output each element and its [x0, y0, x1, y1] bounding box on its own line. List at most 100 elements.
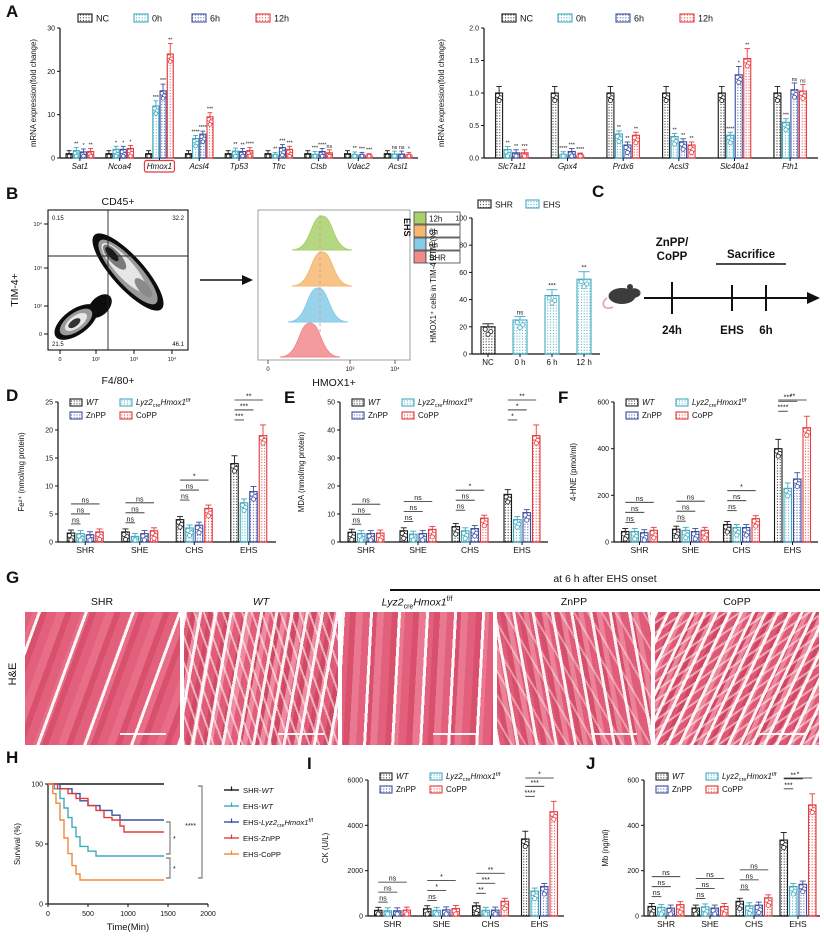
category-label: 12 h	[576, 358, 592, 367]
data-point	[265, 153, 271, 159]
legend-swatch	[413, 224, 427, 238]
sig-label: ns	[353, 518, 361, 525]
hmox1-histogram: 0 10³ 10⁴ EHS 12h 6h 0h SHR HMOX1+	[257, 209, 461, 389]
data-point	[327, 153, 332, 159]
category-label: SHR	[657, 919, 675, 929]
y-tick-label: 1.5	[469, 58, 479, 65]
time-ehs-label: EHS	[720, 325, 744, 337]
legend-label: CoPP	[722, 785, 743, 794]
sig-label: *	[469, 484, 472, 491]
category-label: CHS	[745, 919, 763, 929]
legend-label: Lyz2creHmox1f/f	[418, 398, 473, 409]
legend-swatch	[401, 398, 415, 407]
sig-label: *	[538, 772, 541, 779]
bar	[798, 90, 807, 159]
sig-label: ****	[576, 147, 584, 153]
sig-label: ns	[327, 144, 333, 150]
g-column-label-wt: WT	[252, 596, 270, 608]
legend-label: 0h	[429, 241, 438, 250]
legend-label: Lyz2creHmox1f/f	[136, 398, 191, 409]
category-label: Ctsb	[310, 162, 327, 171]
legend-label: WT	[396, 772, 410, 781]
sig-label: ns	[136, 496, 144, 503]
data-point	[517, 324, 523, 330]
svg-text:10²: 10²	[92, 357, 100, 363]
legend-swatch	[413, 237, 427, 251]
x-tick-label: 1500	[160, 911, 176, 918]
data-point	[106, 153, 112, 159]
he-image-shr	[25, 612, 180, 745]
svg-text:0: 0	[58, 357, 61, 363]
data-point	[743, 532, 749, 538]
sig-label: *	[122, 140, 124, 146]
y-tick-label: 60	[459, 270, 467, 277]
legend-label: 12h	[429, 215, 442, 224]
x-tick-label: 0	[46, 911, 50, 918]
y-tick-label: 0	[39, 902, 43, 909]
panel-label-a: A	[6, 2, 19, 21]
sig-label: **	[673, 128, 677, 134]
flow-contours	[54, 233, 164, 340]
legend-label: WT	[642, 398, 656, 407]
data-point	[434, 911, 440, 917]
data-point	[724, 529, 730, 535]
bar	[230, 463, 239, 543]
data-point	[349, 537, 355, 543]
y-tick-label: 50	[35, 842, 43, 849]
bar	[531, 435, 541, 543]
y-tick-label: 25	[45, 400, 53, 407]
category-label: Vdac2	[347, 162, 370, 171]
y-tick-label: 0.0	[469, 156, 479, 163]
svg-text:0: 0	[266, 367, 270, 373]
sig-label: **	[745, 43, 749, 49]
data-point	[429, 534, 435, 540]
y-tick-label: 15	[45, 456, 53, 463]
sig-label: *	[511, 413, 514, 420]
category-label: Acsl3	[668, 162, 689, 171]
data-point	[483, 911, 489, 917]
data-point	[368, 537, 374, 543]
data-point	[809, 809, 815, 815]
sig-label: ****	[191, 130, 199, 136]
sig-label: ns	[682, 505, 690, 512]
sig-label: *	[82, 143, 84, 149]
data-point	[160, 96, 166, 101]
sig-label: *	[115, 140, 117, 146]
data-point	[514, 524, 520, 530]
flow-quad-top-right: 32.2	[172, 216, 184, 222]
sig-label: **	[168, 38, 172, 44]
sig-label: ns	[728, 504, 736, 511]
data-point	[177, 524, 183, 530]
bar	[258, 435, 268, 543]
data-point	[734, 532, 740, 538]
y-tick-label: 100	[31, 782, 43, 789]
data-point	[168, 59, 173, 64]
x-axis-label: Time(Min)	[107, 922, 149, 933]
data-point	[247, 153, 253, 159]
sig-label: ***	[240, 403, 248, 410]
sig-label: ***	[784, 395, 792, 402]
data-point	[616, 139, 622, 144]
data-point	[622, 536, 628, 542]
legend-swatch	[675, 411, 689, 420]
legend-label: ZnPP	[672, 785, 692, 794]
panel-label-f: F	[558, 388, 569, 407]
panel-label-e: E	[284, 388, 296, 407]
legend-label: SHR	[495, 200, 513, 210]
legend-label: WT	[672, 772, 686, 781]
sig-label: ***	[286, 140, 292, 146]
bar	[773, 448, 783, 543]
chart-h-survival: 0 50 100 Survival (%) 0 500 1000 1500 2000 Time(M…	[13, 782, 313, 934]
y-axis-label: mRNA expression(fold change)	[29, 39, 38, 147]
sig-label: ***	[312, 146, 318, 152]
data-point	[721, 911, 727, 917]
sig-label: ***	[548, 283, 556, 290]
y-tick-label: 0	[331, 540, 335, 547]
sig-label: ns	[457, 504, 465, 511]
data-point	[505, 499, 511, 505]
legend-swatch	[429, 785, 443, 794]
data-point	[513, 153, 519, 159]
data-point	[305, 153, 310, 159]
y-tick-label: 200	[627, 868, 639, 875]
